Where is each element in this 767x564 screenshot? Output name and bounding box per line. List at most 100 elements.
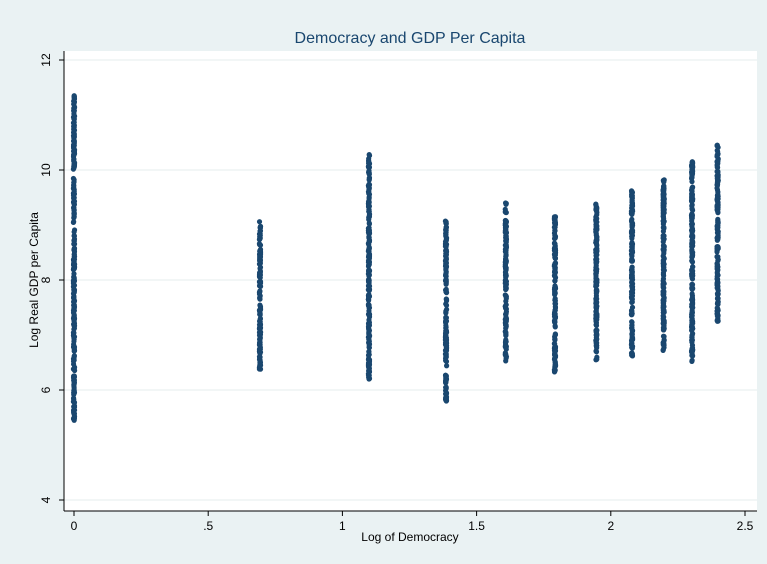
data-point bbox=[257, 338, 263, 344]
data-point bbox=[715, 254, 721, 260]
data-point bbox=[257, 232, 263, 239]
data-point bbox=[257, 228, 264, 234]
data-point bbox=[689, 295, 696, 301]
data-point bbox=[365, 283, 372, 289]
data-point bbox=[71, 164, 77, 170]
data-point bbox=[661, 177, 667, 183]
data-point bbox=[366, 342, 372, 348]
data-point bbox=[593, 299, 599, 306]
data-point bbox=[71, 205, 77, 211]
data-point bbox=[443, 276, 449, 282]
x-tick-label: 2 bbox=[607, 519, 614, 533]
data-point bbox=[365, 189, 372, 195]
data-point bbox=[690, 252, 696, 258]
data-point bbox=[502, 200, 509, 206]
data-point bbox=[594, 256, 600, 262]
data-point bbox=[366, 338, 372, 344]
data-point bbox=[257, 358, 263, 364]
data-point bbox=[71, 364, 78, 370]
data-point bbox=[689, 285, 695, 291]
data-point bbox=[257, 264, 264, 270]
data-point bbox=[257, 344, 263, 351]
data-point bbox=[443, 384, 449, 391]
data-point bbox=[552, 278, 558, 284]
data-point bbox=[689, 195, 695, 201]
data-point bbox=[689, 226, 696, 232]
data-point bbox=[366, 238, 372, 244]
data-point bbox=[552, 233, 559, 240]
data-point bbox=[629, 252, 635, 258]
data-point bbox=[661, 206, 667, 213]
data-point bbox=[690, 235, 696, 241]
data-point bbox=[593, 247, 599, 253]
data-point bbox=[661, 333, 667, 340]
data-point bbox=[715, 210, 721, 216]
data-point bbox=[552, 214, 559, 220]
data-point bbox=[715, 245, 721, 251]
data-point bbox=[503, 223, 509, 229]
data-point bbox=[714, 142, 720, 148]
data-point bbox=[443, 378, 449, 384]
data-point bbox=[257, 354, 263, 360]
data-point bbox=[503, 284, 509, 290]
data-point bbox=[257, 318, 263, 325]
data-point bbox=[71, 251, 77, 257]
data-point bbox=[366, 216, 372, 223]
data-point bbox=[366, 294, 372, 300]
data-point bbox=[629, 243, 635, 249]
data-point bbox=[552, 250, 558, 256]
data-point bbox=[594, 354, 600, 360]
data-point bbox=[503, 329, 509, 336]
data-point bbox=[71, 229, 77, 235]
data-point bbox=[689, 309, 695, 316]
data-point bbox=[689, 221, 695, 227]
data-point bbox=[552, 270, 558, 276]
data-point bbox=[442, 218, 449, 224]
y-tick-label: 10 bbox=[39, 163, 53, 177]
data-point bbox=[365, 360, 372, 366]
data-point bbox=[593, 282, 599, 288]
data-point bbox=[366, 322, 372, 328]
data-point bbox=[71, 299, 77, 305]
x-tick-label: 2.5 bbox=[737, 519, 754, 533]
data-point bbox=[714, 175, 720, 182]
data-point bbox=[444, 363, 450, 369]
data-point bbox=[256, 241, 263, 247]
data-point bbox=[365, 160, 372, 166]
data-point bbox=[502, 277, 508, 283]
data-point bbox=[443, 229, 449, 235]
data-point bbox=[551, 356, 558, 362]
data-point bbox=[715, 204, 721, 210]
data-point bbox=[442, 355, 449, 361]
data-point bbox=[714, 263, 720, 269]
chart-title: Democracy and GDP Per Capita bbox=[295, 30, 526, 47]
data-point bbox=[689, 270, 696, 277]
data-point bbox=[552, 323, 558, 329]
data-point bbox=[689, 303, 695, 309]
data-point bbox=[366, 273, 372, 279]
data-point bbox=[503, 293, 509, 300]
data-point bbox=[503, 235, 509, 241]
data-point bbox=[552, 298, 558, 304]
data-point bbox=[71, 191, 77, 197]
data-point bbox=[660, 327, 667, 333]
data-point bbox=[443, 322, 449, 329]
data-point bbox=[256, 219, 263, 225]
data-point bbox=[443, 347, 450, 354]
data-point bbox=[689, 244, 695, 250]
data-point bbox=[443, 262, 449, 269]
data-point bbox=[443, 342, 449, 349]
data-point bbox=[689, 357, 695, 363]
data-point bbox=[71, 261, 78, 267]
data-point bbox=[503, 273, 509, 279]
data-point bbox=[594, 327, 600, 333]
data-point bbox=[689, 159, 695, 165]
data-point bbox=[552, 331, 558, 337]
axes bbox=[63, 51, 757, 512]
data-point bbox=[660, 200, 666, 207]
data-point bbox=[689, 202, 695, 208]
data-point bbox=[71, 265, 77, 271]
data-point bbox=[366, 177, 372, 183]
data-point bbox=[503, 308, 510, 315]
data-point bbox=[71, 198, 78, 204]
